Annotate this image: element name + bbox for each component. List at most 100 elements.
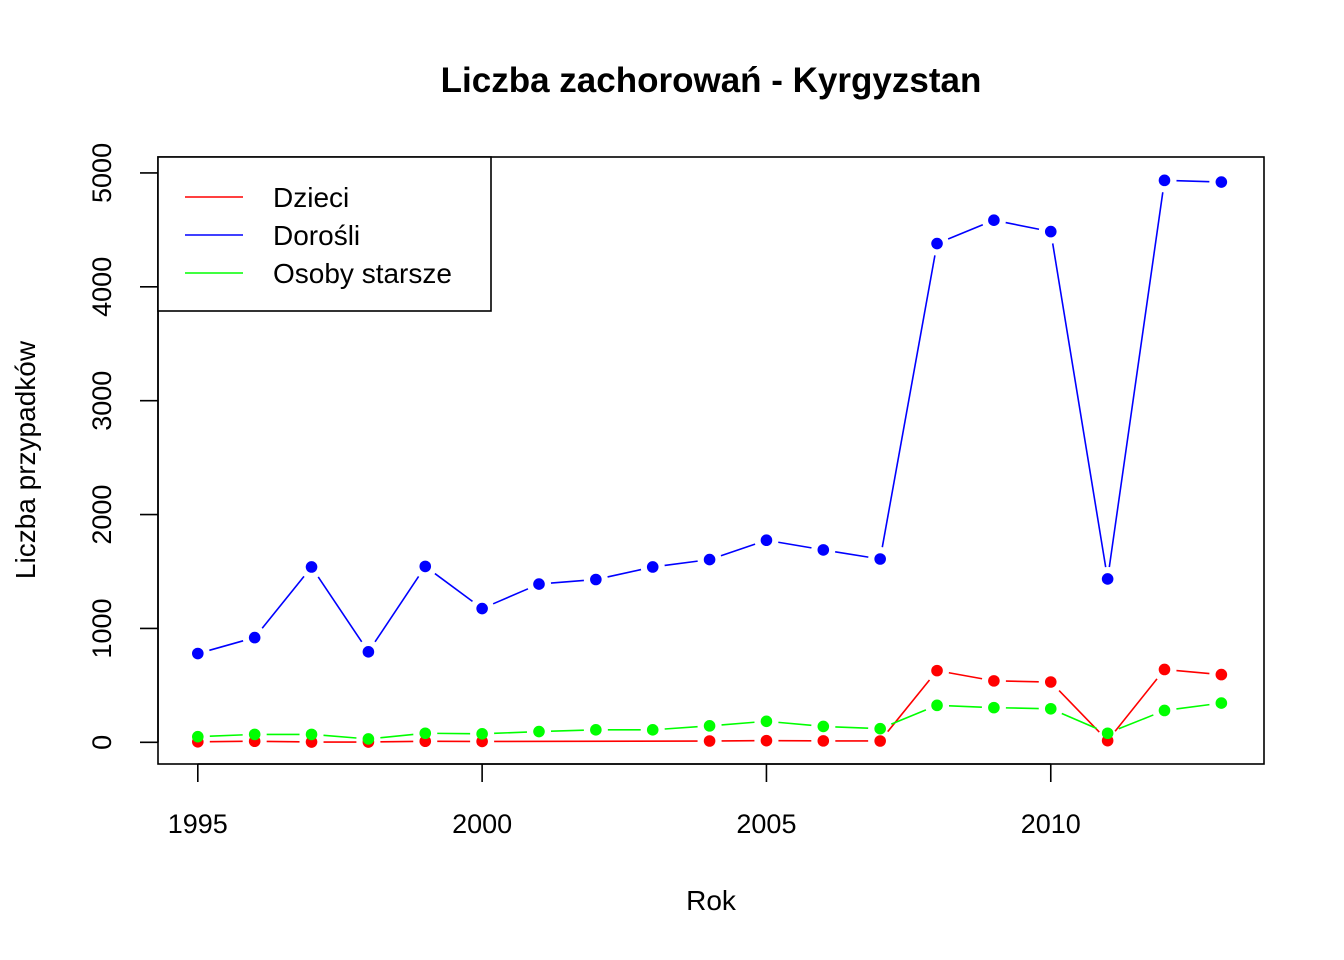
data-point bbox=[1215, 668, 1228, 681]
data-point bbox=[988, 214, 1000, 227]
series-line-segment bbox=[948, 705, 982, 708]
legend-label: Dorośli bbox=[273, 220, 360, 251]
data-point bbox=[646, 724, 659, 736]
data-point bbox=[760, 715, 773, 728]
series-line-segment bbox=[494, 731, 528, 735]
data-point bbox=[476, 728, 488, 740]
series-line-segment bbox=[374, 575, 420, 643]
series-line-segment bbox=[664, 725, 698, 730]
y-tick-label: 3000 bbox=[87, 371, 117, 431]
series-line-segment bbox=[664, 560, 698, 567]
data-point bbox=[590, 724, 602, 736]
data-point bbox=[1101, 573, 1114, 585]
x-axis: 1995 2000 2005 2010 bbox=[168, 763, 1081, 839]
x-axis-label: Rok bbox=[686, 885, 737, 916]
data-point bbox=[248, 728, 261, 741]
legend-label: Dzieci bbox=[273, 182, 349, 213]
series-line-segment bbox=[261, 575, 305, 629]
series-line-segment bbox=[890, 709, 927, 725]
series-line-segment bbox=[948, 671, 983, 680]
data-point bbox=[1044, 702, 1057, 715]
x-tick-label: 2005 bbox=[736, 809, 796, 839]
data-point bbox=[362, 733, 375, 745]
y-tick-label: 0 bbox=[87, 735, 117, 750]
x-tick-label: 1995 bbox=[168, 809, 228, 839]
data-point bbox=[590, 573, 602, 586]
series-line-segment bbox=[1005, 707, 1039, 710]
series-line-segment bbox=[835, 726, 869, 730]
data-point bbox=[1044, 676, 1057, 688]
series-line-segment bbox=[778, 721, 812, 727]
data-point bbox=[646, 561, 659, 573]
data-point bbox=[931, 699, 943, 712]
data-point bbox=[760, 534, 773, 547]
data-point bbox=[931, 664, 943, 677]
data-point bbox=[817, 720, 830, 733]
data-point bbox=[874, 735, 886, 747]
series-line-segment bbox=[1005, 221, 1040, 231]
data-point bbox=[419, 727, 432, 740]
series-line-segment bbox=[317, 576, 363, 643]
series-2 bbox=[192, 174, 1228, 660]
data-point bbox=[1158, 663, 1171, 676]
data-point bbox=[1215, 697, 1228, 709]
data-point bbox=[988, 701, 1000, 714]
data-point bbox=[874, 722, 886, 735]
series-line-segment bbox=[1176, 669, 1210, 675]
data-point bbox=[874, 553, 886, 565]
y-tick-label: 4000 bbox=[87, 257, 117, 317]
series-line-segment bbox=[209, 734, 243, 737]
series-layer bbox=[192, 174, 1228, 748]
y-tick-label: 5000 bbox=[87, 143, 117, 203]
x-tick-label: 2000 bbox=[452, 809, 512, 839]
data-point bbox=[1215, 176, 1228, 188]
series-line-segment bbox=[721, 721, 755, 726]
data-point bbox=[305, 728, 318, 741]
series-line-segment bbox=[492, 588, 529, 605]
series-line-segment bbox=[323, 734, 357, 739]
data-point bbox=[419, 735, 432, 748]
data-point bbox=[703, 553, 716, 566]
series-line-segment bbox=[778, 541, 812, 549]
series-line-segment bbox=[881, 255, 936, 548]
x-tick-label: 2010 bbox=[1021, 809, 1081, 839]
y-axis-label: Liczba przypadków bbox=[10, 340, 41, 579]
series-line-segment bbox=[1176, 703, 1210, 710]
data-point bbox=[419, 560, 432, 573]
series-line-segment bbox=[209, 640, 244, 652]
data-point bbox=[760, 734, 773, 747]
data-point bbox=[476, 602, 488, 615]
series-line-segment bbox=[550, 729, 584, 732]
series-line-segment bbox=[1108, 192, 1164, 568]
legend-label: Osoby starsze bbox=[273, 258, 452, 289]
data-point bbox=[362, 646, 375, 658]
data-point bbox=[533, 578, 545, 590]
data-point bbox=[988, 675, 1000, 687]
series-line-segment bbox=[1058, 690, 1100, 733]
legend: Dzieci Dorośli Osoby starsze bbox=[157, 156, 492, 312]
series-line-segment bbox=[1118, 714, 1154, 730]
data-point bbox=[1044, 225, 1057, 238]
series-3 bbox=[192, 697, 1228, 745]
legend-box bbox=[157, 156, 492, 312]
series-line-segment bbox=[380, 733, 414, 739]
series-line-segment bbox=[1061, 712, 1097, 730]
data-point bbox=[817, 544, 830, 556]
y-tick-label: 2000 bbox=[87, 485, 117, 545]
data-point bbox=[1101, 727, 1114, 740]
data-point bbox=[192, 730, 204, 743]
series-line-segment bbox=[720, 543, 756, 557]
data-point bbox=[248, 631, 261, 644]
series-line-segment bbox=[1114, 678, 1158, 732]
data-point bbox=[305, 561, 318, 573]
series-line-segment bbox=[434, 572, 473, 603]
data-point bbox=[703, 720, 716, 732]
data-point bbox=[533, 725, 545, 738]
data-point bbox=[931, 237, 943, 250]
data-point bbox=[1158, 174, 1171, 187]
data-point bbox=[703, 735, 716, 747]
data-point bbox=[192, 647, 204, 660]
y-tick-label: 1000 bbox=[87, 598, 117, 658]
series-line-segment bbox=[1176, 179, 1210, 183]
